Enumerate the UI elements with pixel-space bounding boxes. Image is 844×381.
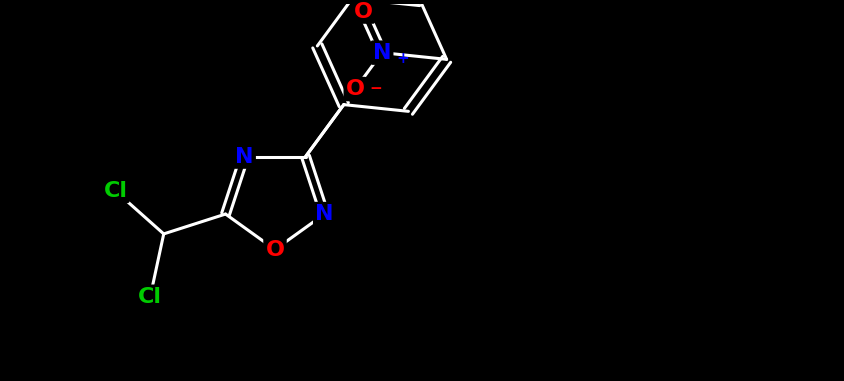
Text: O: O — [266, 240, 284, 259]
Text: N: N — [235, 147, 254, 166]
Text: Cl: Cl — [138, 287, 162, 307]
Text: −: − — [369, 81, 382, 96]
Text: Cl: Cl — [104, 181, 127, 201]
Text: N: N — [315, 204, 333, 224]
Text: O: O — [354, 2, 373, 22]
Text: N: N — [373, 43, 392, 62]
Text: +: + — [396, 51, 408, 66]
Text: O: O — [346, 79, 365, 99]
